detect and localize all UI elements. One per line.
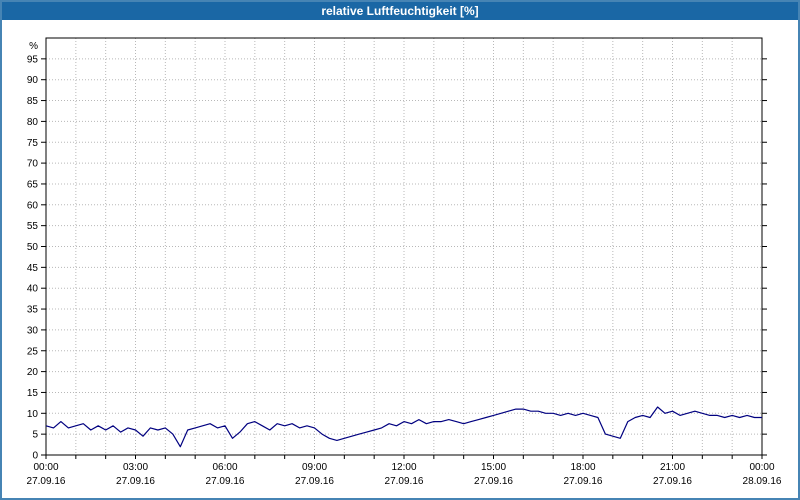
y-tick-label: 80 [27, 117, 39, 128]
x-date-label: 27.09.16 [474, 476, 513, 487]
chart-title-bar: relative Luftfeuchtigkeit [%] [2, 2, 798, 20]
y-tick-label: 95 [27, 54, 39, 65]
x-date-label: 27.09.16 [206, 476, 245, 487]
y-tick-label: 55 [27, 221, 39, 232]
x-time-label: 09:00 [302, 462, 327, 473]
y-tick-label: 30 [27, 325, 39, 336]
y-tick-label: 85 [27, 96, 39, 107]
y-tick-label: 70 [27, 159, 39, 170]
chart-title: relative Luftfeuchtigkeit [%] [321, 4, 479, 18]
y-tick-label: 75 [27, 138, 39, 149]
x-date-label: 27.09.16 [385, 476, 424, 487]
humidity-chart: 0 5 10 15 20 25 30 35 40 45 50 55 60 65 70 75 80 85 90 95% 0… [27, 37, 782, 487]
x-time-label: 03:00 [123, 462, 148, 473]
x-time-label: 00:00 [749, 462, 774, 473]
y-tick-label: 20 [27, 367, 39, 378]
x-date-label: 27.09.16 [653, 476, 692, 487]
x-date-label: 27.09.16 [295, 476, 334, 487]
y-tick-label: 45 [27, 263, 39, 274]
y-tick-label: 90 [27, 75, 39, 86]
y-tick-label: 50 [27, 242, 39, 253]
y-tick-label: 65 [27, 179, 39, 190]
y-tick-label: 10 [27, 409, 39, 420]
y-tick-label: 0 [32, 451, 38, 462]
x-date-label: 28.09.16 [743, 476, 782, 487]
humidity-line [45, 406, 762, 448]
y-tick-label: 60 [27, 200, 39, 211]
y-tick-label: 40 [27, 284, 39, 295]
x-time-label: 00:00 [33, 462, 58, 473]
y-tick-label: 35 [27, 305, 39, 316]
x-time-label: 18:00 [570, 462, 595, 473]
x-time-label: 06:00 [212, 462, 237, 473]
y-axis-unit: % [29, 41, 38, 52]
x-time-label: 15:00 [481, 462, 506, 473]
x-date-label: 27.09.16 [564, 476, 603, 487]
x-time-label: 21:00 [660, 462, 685, 473]
x-time-label: 12:00 [391, 462, 416, 473]
y-tick-label: 15 [27, 388, 39, 399]
y-tick-label: 5 [32, 430, 38, 441]
x-date-label: 27.09.16 [116, 476, 155, 487]
y-tick-label: 25 [27, 346, 39, 357]
x-date-label: 27.09.16 [27, 476, 66, 487]
